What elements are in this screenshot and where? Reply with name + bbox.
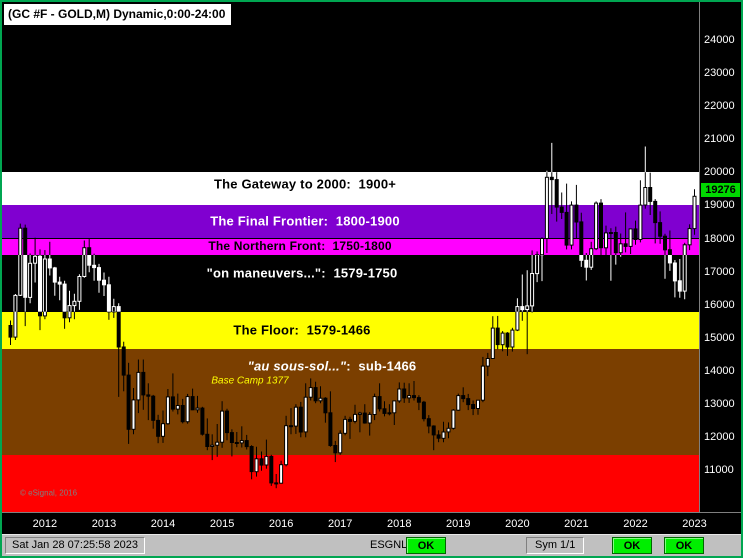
zone-label-au-sous-sol: "au sous-sol...": sub-1466 [247,358,417,374]
year-label-2019: 2019 [446,518,471,530]
status-timestamp: Sat Jan 28 07:25:58 2023 [5,537,145,554]
time-axis[interactable]: 2012 2013 2014 2015 2016 2017 2018 2019 2020 2021… [2,512,741,534]
last-price-tag: 19276 [701,183,740,198]
zone-label-on-maneuvers: "on maneuvers...": 1579-1750 [206,265,398,281]
price-tick-14000: 14000 [704,364,735,377]
zone-label-northern-front: The Northern Front: 1750-1800 [208,239,392,254]
year-label-2018: 2018 [387,518,412,530]
zone-on-maneuvers [2,255,699,312]
annotation-base-camp: Base Camp 1377 [211,375,289,387]
price-tick-13000: 13000 [704,397,735,410]
ok-button-2[interactable]: OK [612,537,652,554]
year-label-2012: 2012 [32,518,58,530]
zone-gateway [2,172,699,206]
price-tick-17000: 17000 [704,265,735,278]
zone-label-final-frontier: The Final Frontier: 1800-1900 [210,213,400,229]
year-label-2023: 2023 [682,518,707,530]
price-tick-22000: 22000 [704,100,735,113]
price-tick-21000: 21000 [704,133,735,146]
zone-above-2000 [2,2,699,173]
status-bar: Sat Jan 28 07:25:58 2023 ESGNL: OK Sym 1… [2,534,741,556]
price-tick-24000: 24000 [704,34,735,46]
year-label-2016: 2016 [268,518,294,530]
esgnl-label: ESGNL: [370,539,411,551]
price-tick-19000: 19000 [704,199,735,212]
chart-area[interactable]: The Gateway to 2000: 1900+ The Final Fron… [2,2,741,512]
year-label-2020: 2020 [505,518,530,530]
year-label-2013: 2013 [91,518,117,530]
annotation-watermark: © eSignal, 2016 [20,488,78,498]
zone-northern-front [2,238,699,255]
zone-label-the-floor: The Floor: 1579-1466 [233,322,371,338]
year-label-2015: 2015 [209,518,235,530]
zone-red-basement [2,455,699,512]
price-tick-18000: 18000 [704,232,735,245]
zone-label-gateway: The Gateway to 2000: 1900+ [213,176,397,192]
year-label-2014: 2014 [150,518,176,530]
price-tick-12000: 12000 [704,430,735,443]
chart-title: (GC #F - GOLD,M) Dynamic,0:00-24:00 [4,4,232,25]
price-axis[interactable]: 19276 24000 23000 22000 21000 20000 19000 1800… [699,2,741,512]
price-tick-16000: 16000 [704,298,735,311]
candlestick-chart [8,142,697,489]
price-tick-11000: 11000 [704,464,734,476]
year-label-2021: 2021 [564,518,589,530]
price-tick-20000: 20000 [704,166,735,179]
esgnl-ok-button[interactable]: OK [406,537,446,554]
year-label-2017: 2017 [327,518,353,530]
ok-button-3[interactable]: OK [664,537,704,554]
year-label-2022: 2022 [623,518,648,530]
price-tick-15000: 15000 [704,331,735,344]
symbol-counter: Sym 1/1 [526,537,585,554]
price-tick-23000: 23000 [704,67,735,80]
